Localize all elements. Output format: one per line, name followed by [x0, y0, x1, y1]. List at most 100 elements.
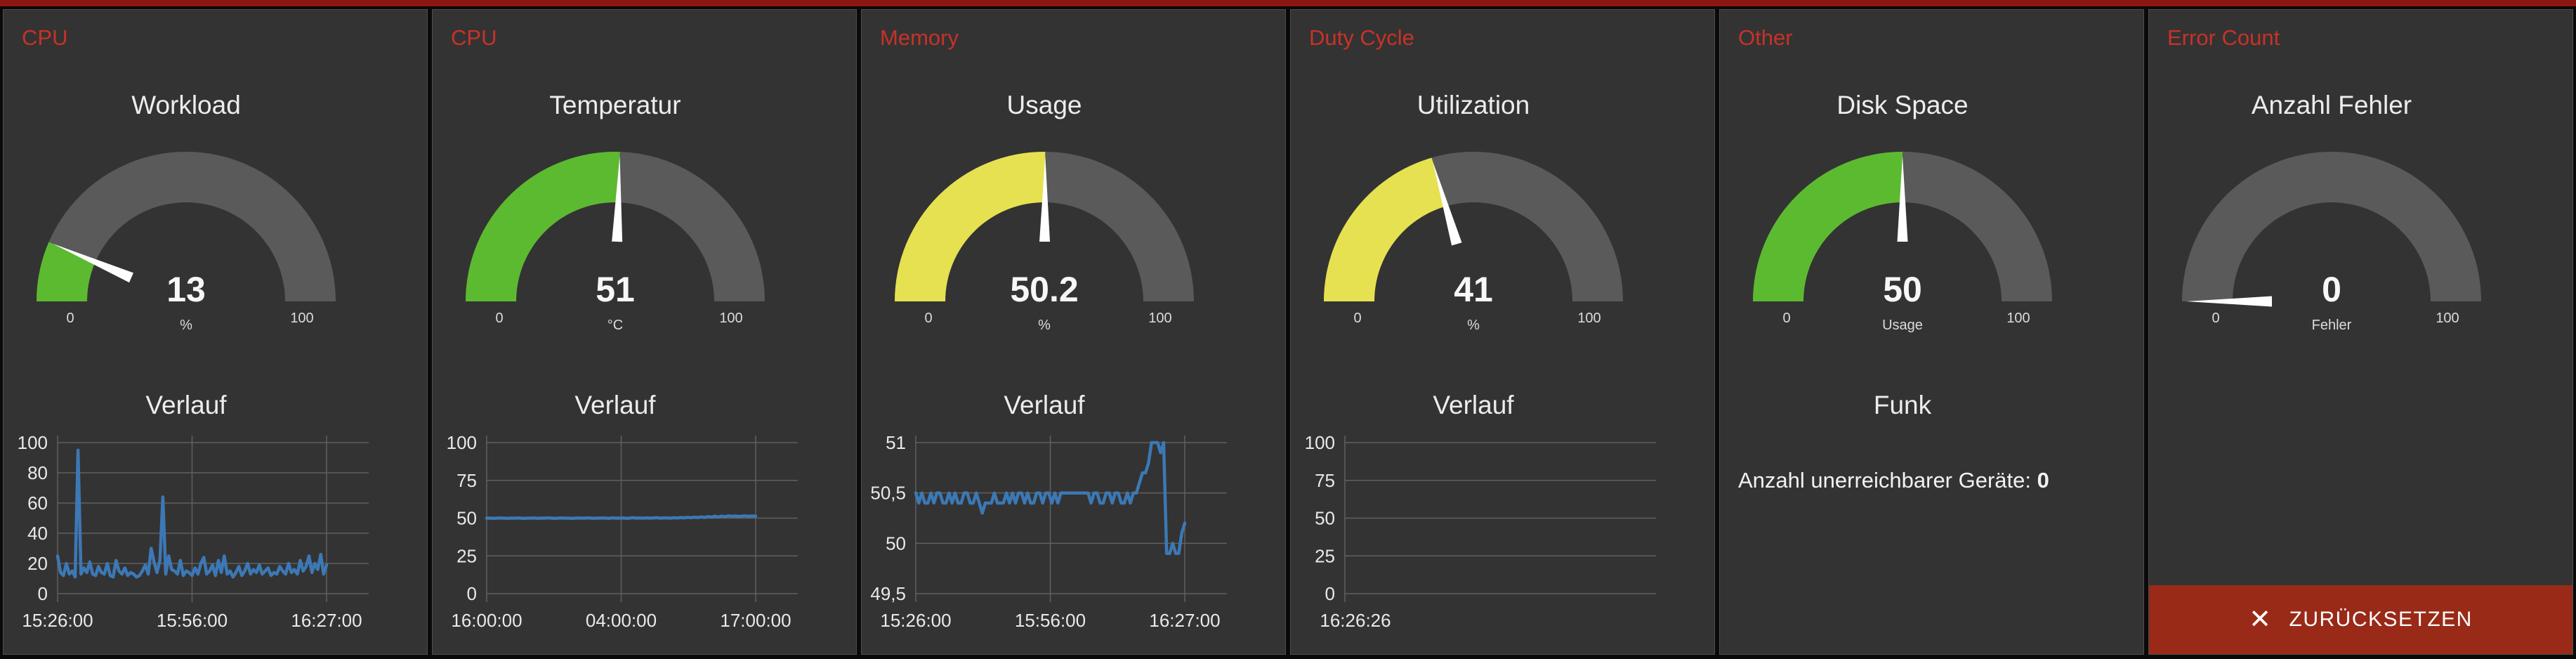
- y-tick-label: 40: [27, 523, 48, 544]
- gauge-value-arc: [1753, 152, 1903, 301]
- gauge-unit-label: %: [1038, 318, 1051, 333]
- reset-button-label: ZURÜCKSETZEN: [2289, 608, 2473, 631]
- gauge-needle: [1433, 162, 1462, 246]
- y-tick-label: 100: [1305, 432, 1335, 453]
- gauge-needle: [2186, 296, 2272, 307]
- y-tick-label: 0: [467, 583, 477, 604]
- panel-memory: Memory Usage 50.2 0 100% Verlauf 49,5 50 50,…: [861, 9, 1286, 655]
- y-tick-label: 49,5: [870, 583, 906, 604]
- gauge-min-label: 0: [1353, 311, 1361, 326]
- funk-title: Funk: [1873, 391, 1932, 419]
- gauge-value-arc: [466, 151, 620, 301]
- gauge-value: 13: [166, 270, 206, 309]
- chart-line: [485, 514, 758, 521]
- chart-line: [55, 448, 329, 579]
- gauge-value: 41: [1454, 270, 1493, 309]
- gauge-min-label: 0: [1782, 311, 1790, 326]
- unreachable-devices-text: Anzahl unerreichbarer Geräte: 0: [1738, 466, 2049, 495]
- gauge-unit-label: Fehler: [2312, 318, 2352, 333]
- title-bar: [0, 0, 2576, 6]
- group-label: CPU: [451, 25, 497, 50]
- disk-space-gauge: 50 0 100 Usage: [1753, 152, 2052, 333]
- x-tick-label: 16:26:26: [1320, 610, 1391, 631]
- gauge-value: 50.2: [1010, 270, 1078, 309]
- gauge-needle: [53, 243, 133, 283]
- panel-cpu-temperature: CPU Temperatur 51 0 100 °C Verlauf 0 25 50 75 1…: [432, 9, 857, 655]
- y-tick-label: 100: [18, 432, 48, 453]
- x-tick-label: 15:56:00: [157, 610, 228, 631]
- gauge-title: Temperatur: [549, 91, 681, 119]
- y-tick-label: 100: [447, 432, 477, 453]
- gauge-min-label: 0: [66, 311, 74, 326]
- gauge-max-label: 100: [2436, 311, 2459, 326]
- workload-gauge: 13 0 100%: [36, 152, 336, 333]
- gauge-needle: [612, 156, 623, 242]
- memory-history-chart: 49,5 50 50,5 51 15:26:00 15:56:00 16:27:00: [870, 432, 1227, 631]
- gauge-title: Anzahl Fehler: [2251, 91, 2412, 119]
- x-tick-label: 15:26:00: [880, 610, 951, 631]
- gauge-trail-arc: [37, 152, 336, 301]
- y-tick-label: 0: [38, 583, 48, 604]
- x-tick-label: 15:56:00: [1015, 610, 1086, 631]
- gauge-title: Disk Space: [1836, 91, 1969, 119]
- gauge-value: 0: [2322, 270, 2341, 309]
- gauge-value-arc: [1324, 157, 1446, 301]
- gauge-unit-label: Usage: [1882, 318, 1923, 333]
- gauge-max-label: 100: [1577, 311, 1601, 326]
- utilization-gauge: 41 0 100%: [1324, 152, 1623, 333]
- group-label: Duty Cycle: [1309, 25, 1414, 50]
- gauge-min-label: 0: [495, 311, 503, 326]
- reset-button[interactable]: ✕ ZURÜCKSETZEN: [2149, 585, 2572, 654]
- gauge-value-arc: [895, 151, 1046, 301]
- y-tick-label: 50: [886, 533, 906, 554]
- utilization-history-chart: 0 25 50 75 100 16:26:26: [1305, 432, 1656, 631]
- memory-usage-gauge: 50.2 0 100%: [895, 151, 1194, 333]
- y-tick-label: 20: [27, 553, 48, 574]
- y-tick-label: 75: [456, 470, 477, 491]
- gauge-title: Usage: [1006, 91, 1082, 119]
- error-count-gauge: 0 0 100 Fehler: [2182, 152, 2481, 333]
- y-tick-label: 75: [1315, 470, 1335, 491]
- x-tick-label: 15:26:00: [22, 610, 93, 631]
- chart-title: Verlauf: [1433, 391, 1514, 419]
- y-tick-label: 25: [1315, 545, 1335, 566]
- y-tick-label: 50,5: [870, 483, 906, 504]
- gauge-trail-arc: [2182, 152, 2481, 301]
- chart-title: Verlauf: [145, 391, 227, 419]
- gauge-min-label: 0: [924, 311, 932, 326]
- gauge-max-label: 100: [719, 311, 742, 326]
- dashboard-panels: CPU Workload 13 0 100% Verlauf 0 20 40 60 80 10…: [3, 9, 2573, 655]
- x-tick-label: 04:00:00: [586, 610, 657, 631]
- gauge-unit-label: %: [1467, 318, 1480, 333]
- y-tick-label: 50: [1315, 508, 1335, 529]
- y-tick-label: 80: [27, 462, 48, 483]
- gauge-title: Utilization: [1417, 91, 1530, 119]
- gauge-value: 50: [1883, 270, 1922, 309]
- gauge-unit-label: %: [180, 318, 192, 333]
- gauge-value: 51: [596, 270, 635, 309]
- group-label: Error Count: [2167, 25, 2280, 50]
- x-tick-label: 16:00:00: [451, 610, 522, 631]
- group-label: CPU: [22, 25, 68, 50]
- gauge-max-label: 100: [290, 311, 313, 326]
- chart-line: [914, 441, 1187, 555]
- unreachable-devices-value: 0: [2037, 468, 2049, 492]
- gauge-min-label: 0: [2212, 311, 2219, 326]
- chart-title: Verlauf: [1004, 391, 1085, 419]
- group-label: Memory: [880, 25, 959, 50]
- y-tick-label: 51: [886, 432, 906, 453]
- x-tick-label: 16:27:00: [1149, 610, 1220, 631]
- gauge-max-label: 100: [2006, 311, 2030, 326]
- panel-cpu-workload: CPU Workload 13 0 100% Verlauf 0 20 40 60 80 10…: [3, 9, 428, 655]
- gauge-needle: [1897, 156, 1908, 242]
- close-icon: ✕: [2249, 605, 2273, 634]
- gauge-unit-label: °C: [607, 318, 623, 333]
- panel-other: Other Disk Space 50 0 100 Usage Funk Anzahl…: [1719, 9, 2144, 655]
- unreachable-devices-label: Anzahl unerreichbarer Geräte:: [1738, 468, 2032, 492]
- panel-error-count: Error Count Anzahl Fehler 0 0 100 Fehler ✕ …: [2148, 9, 2573, 655]
- y-tick-label: 0: [1325, 583, 1335, 604]
- gauge-max-label: 100: [1148, 311, 1171, 326]
- panel-duty-cycle: Duty Cycle Utilization 41 0 100% Verlauf 0…: [1290, 9, 1715, 655]
- y-tick-label: 50: [456, 508, 477, 529]
